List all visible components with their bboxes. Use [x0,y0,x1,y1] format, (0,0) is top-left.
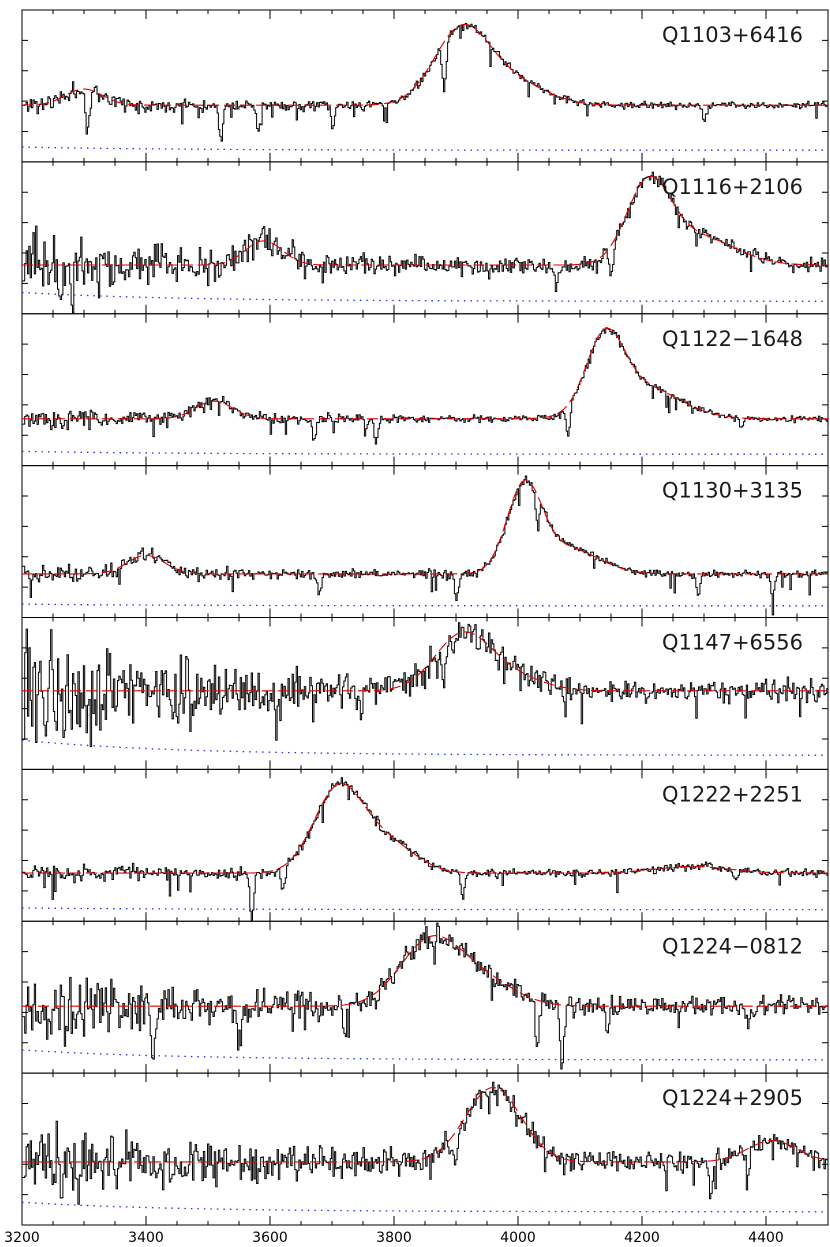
spectrum-panel: Q1224−0812 [21,920,829,1074]
error-spectrum [21,603,826,607]
model-fit-curve [22,631,828,692]
observed-spectrum [21,327,829,445]
model-fit-curve [22,935,828,1007]
x-tick-label: 4400 [748,1230,784,1246]
x-tick-label: 4000 [500,1230,536,1246]
spectrum-panel: Q1103+6416 [21,9,829,163]
quasar-name-label: Q1103+6416 [662,23,803,47]
model-fit-curve [22,1086,828,1163]
error-spectrum [21,146,826,151]
quasar-name-label: Q1224−0812 [662,934,803,958]
x-tick-label: 3600 [252,1230,288,1246]
model-fit-curve [22,23,828,106]
spectrum-panel: Q1222+2251 [21,768,829,922]
observed-spectrum [21,922,829,1070]
spectrum-panel: Q1224+2905 [21,1072,829,1226]
x-tick-label: 4200 [624,1230,660,1246]
quasar-name-label: Q1147+6556 [662,631,803,655]
spectrum-panel: Q1147+6556 [21,617,829,770]
quasar-name-label: Q1116+2106 [662,175,803,199]
error-spectrum [21,291,826,302]
model-fit-curve [22,327,828,420]
x-tick-label: 3800 [376,1230,412,1246]
quasar-name-label: Q1222+2251 [662,782,803,806]
observed-spectrum [21,622,829,748]
error-spectrum [22,450,826,455]
error-spectrum [21,907,826,911]
model-fit-curve [22,175,828,266]
quasar-name-label: Q1224+2905 [662,1086,803,1110]
observed-spectrum [21,1081,829,1205]
model-fit-curve [22,479,828,575]
spectrum-panel: Q1116+2106 [21,161,829,315]
error-spectrum [21,739,826,756]
x-tick-label: 3200 [4,1230,40,1246]
spectrum-panel: Q1122−1648 [21,313,829,467]
error-spectrum [21,1201,826,1213]
quasar-name-label: Q1122−1648 [662,327,803,351]
error-spectrum [21,1049,826,1061]
observed-spectrum [21,171,829,314]
quasar-name-label: Q1130+3135 [662,479,803,503]
spectrum-panel: Q1130+3135 [21,465,829,618]
model-fit-curve [22,783,828,874]
observed-spectrum [21,475,829,616]
observed-spectrum [21,23,829,142]
x-tick-label: 3400 [128,1230,164,1246]
